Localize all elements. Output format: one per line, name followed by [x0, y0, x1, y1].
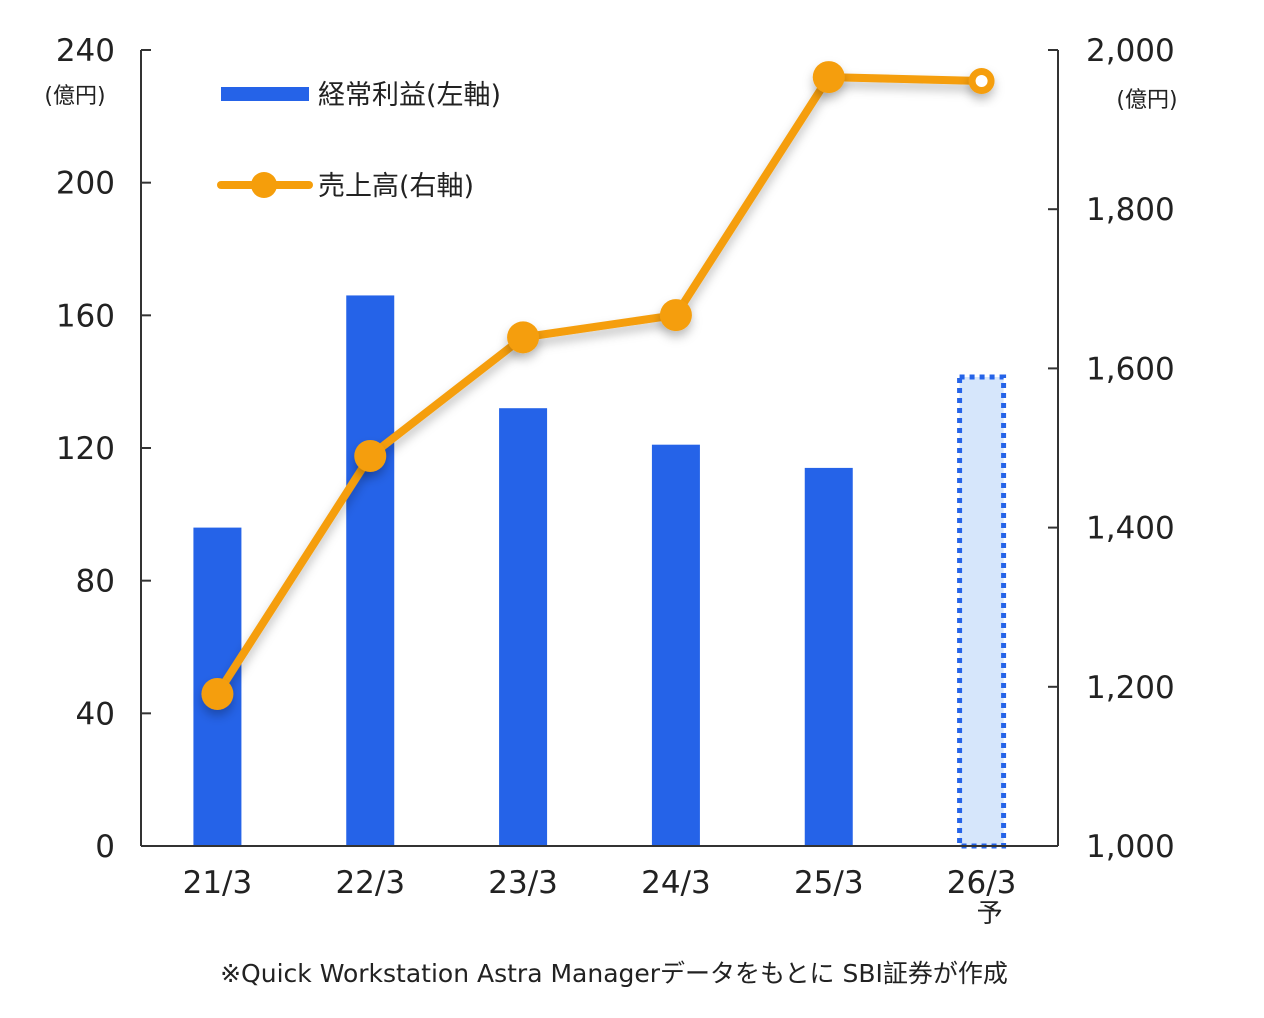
left-tick-label: 240: [56, 33, 115, 69]
left-tick-label: 40: [76, 696, 115, 732]
legend-line-label: 売上高(右軸): [318, 171, 474, 202]
x-tick-label: 22/3: [335, 865, 405, 901]
bar: [346, 295, 395, 846]
sales-point: [201, 677, 234, 710]
source-note: ※Quick Workstation Astra Managerデータをもとに …: [220, 959, 1008, 988]
right-tick-label: 1,400: [1086, 511, 1175, 547]
sales-line: [214, 73, 982, 697]
right-axis-unit: (億円): [1116, 88, 1177, 113]
x-tick-sublabel: 予: [977, 899, 1003, 929]
right-tick-label: 1,800: [1086, 192, 1175, 228]
sales-point: [812, 61, 845, 94]
x-tick-label: 26/3: [947, 865, 1017, 901]
left-tick-label: 160: [56, 298, 115, 334]
sales-point: [507, 321, 540, 354]
sales-point: [659, 299, 692, 332]
right-tick-label: 1,600: [1086, 351, 1175, 387]
left-tick-label: 80: [76, 564, 115, 600]
legend-bar-label: 経常利益(左軸): [318, 80, 501, 111]
right-tick-label: 1,200: [1086, 670, 1175, 706]
right-tick-label: 1,000: [1086, 829, 1175, 865]
x-tick-label: 21/3: [183, 865, 253, 901]
bar-forecast: [957, 374, 1007, 849]
legend-line-marker: [251, 172, 277, 198]
left-tick-label: 0: [95, 829, 115, 865]
sales-point: [354, 439, 387, 472]
sales-point-forecast-center: [975, 75, 988, 88]
legend-bar-swatch: [221, 87, 309, 101]
right-tick-label: 2,000: [1086, 33, 1175, 69]
legend: 経常利益(左軸) 売上高(右軸): [217, 80, 501, 202]
x-tick-label: 25/3: [794, 865, 864, 901]
x-tick-label: 23/3: [488, 865, 558, 901]
bar: [499, 408, 548, 846]
x-tick-label: 24/3: [641, 865, 711, 901]
bar: [804, 467, 853, 846]
left-tick-label: 120: [56, 431, 115, 467]
bar: [651, 444, 700, 846]
left-axis-unit: (億円): [44, 84, 105, 109]
left-tick-label: 200: [56, 166, 115, 202]
